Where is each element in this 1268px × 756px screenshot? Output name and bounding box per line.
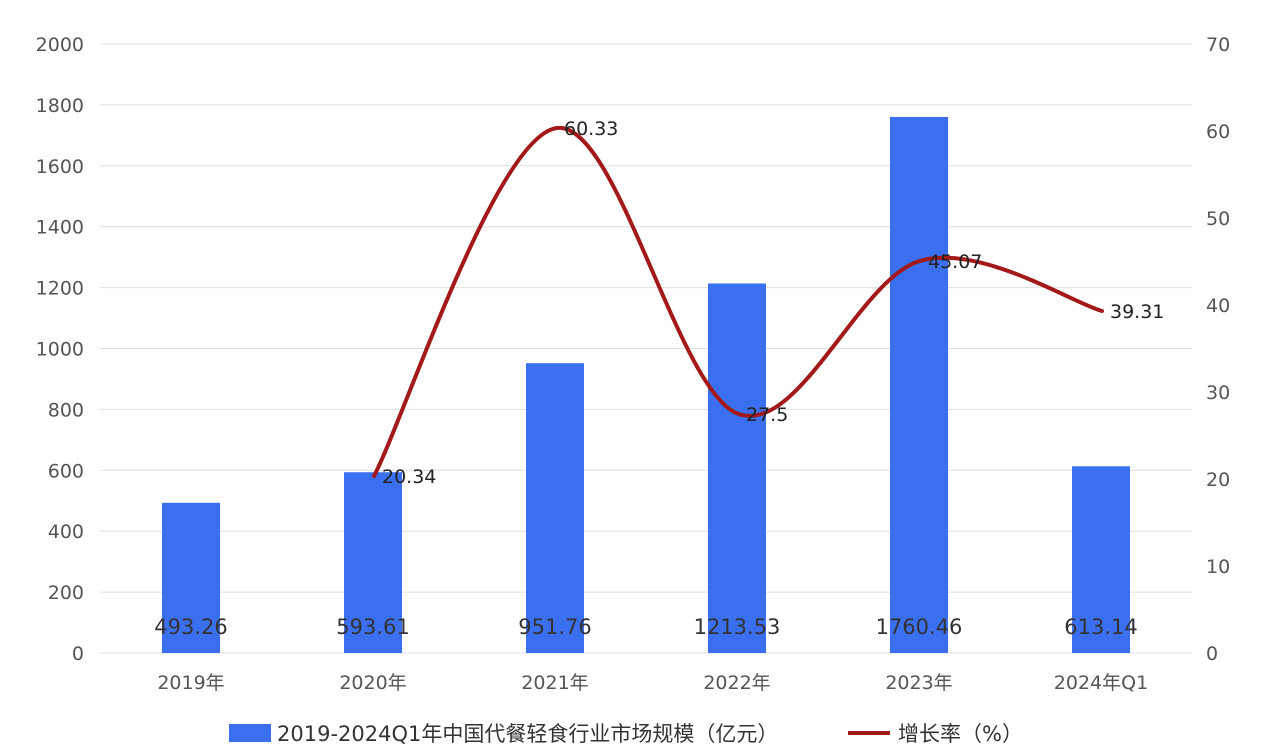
y-right-tick-label: 0	[1206, 643, 1218, 665]
y-right-tick-label: 50	[1206, 208, 1230, 230]
y-right-tick-label: 20	[1206, 469, 1230, 491]
bar-data-label: 1213.53	[694, 615, 781, 639]
y-left-tick-label: 1200	[36, 278, 84, 300]
bar	[344, 472, 402, 653]
y-left-tick-label: 200	[48, 582, 84, 604]
bar	[1072, 466, 1130, 653]
bar-data-label: 1760.46	[876, 615, 963, 639]
bar-data-label: 613.14	[1064, 615, 1137, 639]
line-data-label: 39.31	[1110, 301, 1164, 323]
legend-line-label: 增长率（%）	[898, 722, 1023, 746]
y-left-tick-label: 400	[48, 521, 84, 543]
bar	[162, 502, 220, 653]
y-left-tick-label: 600	[48, 460, 84, 482]
x-tick-label: 2020年	[339, 672, 406, 694]
x-tick-label: 2022年	[703, 672, 770, 694]
x-tick-label: 2024年Q1	[1054, 672, 1148, 694]
y-left-tick-label: 0	[72, 643, 84, 665]
legend-bar-label: 2019-2024Q1年中国代餐轻食行业市场规模（亿元）	[277, 722, 778, 746]
x-tick-label: 2023年	[885, 672, 952, 694]
y-left-tick-label: 1400	[36, 217, 84, 239]
growth-rate-line	[372, 126, 1104, 479]
y-left-tick-label: 800	[48, 399, 84, 421]
y-right-tick-label: 60	[1206, 121, 1230, 143]
y-left-tick-label: 1600	[36, 156, 84, 178]
bar	[526, 363, 584, 653]
bar	[708, 283, 766, 653]
y-right-tick-label: 70	[1206, 34, 1230, 56]
y-left-tick-label: 1800	[36, 95, 84, 117]
x-tick-label: 2021年	[521, 672, 588, 694]
bar-data-label: 593.61	[336, 615, 409, 639]
line-data-label: 60.33	[564, 118, 618, 140]
y-right-tick-label: 40	[1206, 295, 1230, 317]
line-data-label: 27.5	[746, 404, 788, 426]
line-data-label: 45.07	[928, 251, 982, 273]
bar-data-label: 493.26	[154, 615, 227, 639]
y-right-tick-label: 30	[1206, 382, 1230, 404]
x-tick-label: 2019年	[157, 672, 224, 694]
legend-bar-swatch	[229, 724, 271, 742]
bar	[890, 116, 948, 653]
y-right-tick-label: 10	[1206, 556, 1230, 578]
line-data-label: 20.34	[382, 466, 436, 488]
y-left-tick-label: 2000	[36, 34, 84, 56]
bar-data-label: 951.76	[518, 615, 591, 639]
y-left-tick-label: 1000	[36, 339, 84, 361]
